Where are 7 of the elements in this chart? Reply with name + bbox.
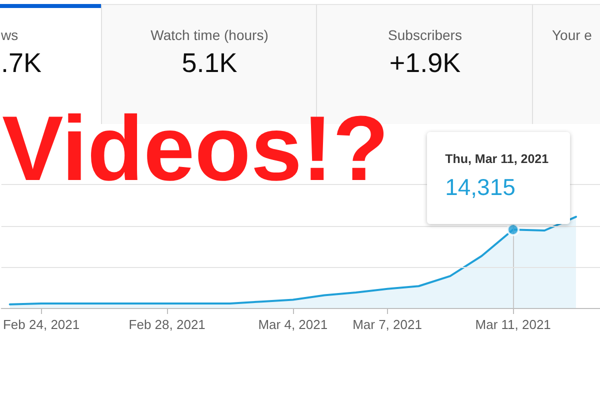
x-tick-label: Mar 11, 2021: [475, 317, 551, 332]
x-tick-label: Feb 28, 2021: [128, 317, 206, 332]
metric-card: Your e: [532, 4, 600, 124]
x-tick-label: Mar 4, 2021: [258, 317, 328, 332]
x-tick-label: Mar 7, 2021: [352, 317, 422, 332]
x-tick-label: Feb 24, 2021: [2, 317, 80, 332]
tooltip-card: Thu, Mar 11, 2021 14,315: [427, 132, 570, 224]
